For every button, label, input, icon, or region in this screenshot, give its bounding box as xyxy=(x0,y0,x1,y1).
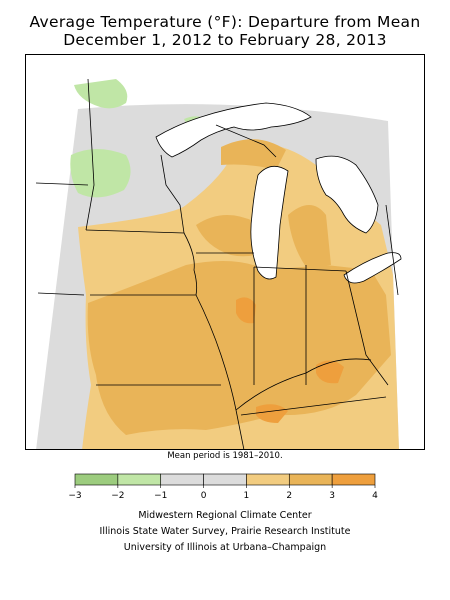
pa-border xyxy=(385,204,399,296)
legend-bin-5 xyxy=(288,473,333,486)
legend-tick-label: 1 xyxy=(244,491,250,501)
legend-bin-3 xyxy=(203,473,247,486)
mn-iowa-border xyxy=(85,229,185,234)
mean-period-note: Mean period is 1981–2010. xyxy=(167,451,283,461)
cool-area-minnesota-central xyxy=(70,149,131,198)
warm-area-2-to-3-up xyxy=(221,139,286,170)
ohio-river xyxy=(235,358,372,411)
legend-tick-label: 0 xyxy=(201,491,207,501)
warm-area-2-to-3-michigan xyxy=(288,205,331,267)
nd-sd-border xyxy=(35,182,89,186)
legend-bin-1 xyxy=(117,473,162,486)
warm-area-3-to-4-kentucky xyxy=(316,360,344,384)
legend-tick-label: −1 xyxy=(154,491,167,501)
credit-line-3: University of Illinois at Urbana–Champai… xyxy=(123,542,327,553)
lake-erie xyxy=(343,252,402,284)
cool-area-minnesota-north xyxy=(74,79,128,109)
oh-wv-border xyxy=(345,270,389,386)
legend-svg: −3 −2 −1 0 1 2 3 4 xyxy=(68,473,378,501)
mn-dakota-border xyxy=(85,78,95,231)
legend-bin-4 xyxy=(246,473,290,486)
credit-line-1: Midwestern Regional Climate Center xyxy=(138,510,312,521)
credit-line-2: Illinois State Water Survey, Prairie Res… xyxy=(99,526,351,537)
warm-area-3-to-4-illinois xyxy=(236,297,256,324)
temperature-departure-map xyxy=(25,54,425,450)
lake-michigan xyxy=(250,166,289,280)
legend-tick-label: −3 xyxy=(68,491,81,501)
warm-area-3-to-4-tennessee xyxy=(256,404,288,423)
legend-tick-label: −2 xyxy=(111,491,124,501)
mn-wi-border xyxy=(160,154,185,234)
legend-tick-label: 4 xyxy=(372,491,378,501)
mi-in-oh-border xyxy=(253,266,347,272)
legend-tick-label: 3 xyxy=(329,491,335,501)
up-wi-border xyxy=(215,124,277,158)
ne-ks-border xyxy=(37,292,85,296)
mississippi-river xyxy=(195,294,245,449)
lake-huron xyxy=(315,155,379,234)
ky-tn-border xyxy=(240,396,387,416)
map-title-line2: December 1, 2012 to February 28, 2013 xyxy=(63,31,387,49)
legend-bin-0 xyxy=(74,473,119,486)
warm-area-2-to-3 xyxy=(87,261,391,435)
state-boundaries xyxy=(35,78,399,449)
legend-tick-label: 2 xyxy=(286,491,292,501)
iowa-illinois-river xyxy=(183,232,198,296)
legend-bin-2 xyxy=(160,473,204,486)
legend-bin-6 xyxy=(331,473,376,486)
lake-superior xyxy=(155,102,312,158)
map-title-line1: Average Temperature (°F): Departure from… xyxy=(29,13,421,31)
color-legend: −3 −2 −1 0 1 2 3 4 xyxy=(60,470,390,504)
map-svg xyxy=(26,55,424,449)
